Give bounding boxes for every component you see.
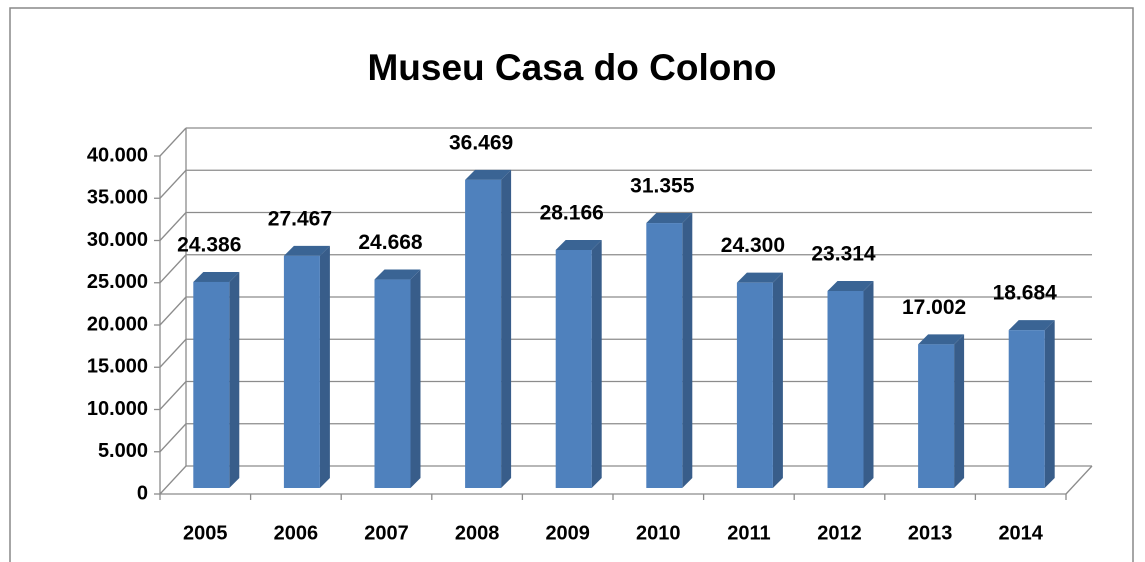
bar-side xyxy=(682,213,693,489)
bar xyxy=(827,290,864,488)
value-label: 28.166 xyxy=(540,202,604,225)
grid-line xyxy=(159,169,187,199)
y-tick-label: 20.000 xyxy=(87,313,148,335)
bar xyxy=(193,281,230,488)
grid-line xyxy=(159,338,187,368)
x-tick-label: 2012 xyxy=(817,522,862,544)
value-label: 31.355 xyxy=(630,175,695,198)
bar-side xyxy=(410,269,421,488)
bar-side xyxy=(1044,320,1055,488)
x-tick-label: 2009 xyxy=(545,522,590,544)
grid-line xyxy=(159,254,187,284)
value-label: 36.469 xyxy=(449,131,513,154)
grid-line xyxy=(159,212,187,241)
bar-side xyxy=(319,245,330,488)
value-label: 18.684 xyxy=(993,282,1058,305)
bar xyxy=(555,249,592,488)
x-tick-label: 2013 xyxy=(908,522,953,544)
value-label: 17.002 xyxy=(902,296,966,319)
value-label: 24.386 xyxy=(177,233,241,256)
grid-line xyxy=(159,127,187,157)
bar-side xyxy=(591,239,602,488)
value-label: 23.314 xyxy=(811,243,876,266)
bar-side xyxy=(501,169,512,488)
y-tick-label: 40.000 xyxy=(87,144,148,166)
bar-top xyxy=(283,245,330,256)
bar-top xyxy=(918,334,965,345)
bar-side xyxy=(772,272,783,488)
value-label: 24.668 xyxy=(358,231,423,254)
floor-edge xyxy=(1065,465,1093,495)
x-tick-label: 2006 xyxy=(274,522,319,544)
bar xyxy=(918,344,955,488)
bar xyxy=(1008,330,1045,488)
bar-top xyxy=(193,271,240,282)
bar xyxy=(374,279,411,488)
y-tick-label: 0 xyxy=(137,482,148,504)
bar-top xyxy=(555,239,602,250)
x-tick-label: 2010 xyxy=(636,522,681,544)
chart-title: Museu Casa do Colono xyxy=(367,47,776,88)
x-tick-label: 2005 xyxy=(183,522,228,544)
bar xyxy=(283,255,320,488)
bar-side xyxy=(954,334,965,488)
x-tick-label: 2011 xyxy=(727,522,770,544)
grid-line xyxy=(159,381,187,410)
y-tick-label: 15.000 xyxy=(87,356,148,378)
y-tick-label: 30.000 xyxy=(87,229,148,251)
bar-side xyxy=(229,271,240,488)
grid-line xyxy=(159,423,187,453)
bar-top xyxy=(736,272,783,283)
y-tick-label: 35.000 xyxy=(87,187,148,209)
bar xyxy=(736,282,773,488)
bar-top xyxy=(1008,320,1055,331)
value-label: 27.467 xyxy=(268,207,332,230)
grid-line xyxy=(159,296,187,326)
x-tick-label: 2008 xyxy=(455,522,500,544)
grid-line xyxy=(159,465,187,495)
x-tick-label: 2007 xyxy=(364,522,409,544)
x-tick-label: 2014 xyxy=(998,522,1043,544)
bar xyxy=(646,223,683,489)
value-label: 24.300 xyxy=(721,234,785,257)
y-tick-label: 5.000 xyxy=(98,440,148,462)
bar-side xyxy=(863,280,874,488)
bar-top xyxy=(827,280,874,291)
bar-top xyxy=(646,213,693,224)
y-tick-label: 10.000 xyxy=(87,398,148,420)
y-tick-label: 25.000 xyxy=(87,271,148,293)
bar xyxy=(465,179,502,488)
bar-top xyxy=(374,269,421,280)
bar-top xyxy=(465,169,512,180)
